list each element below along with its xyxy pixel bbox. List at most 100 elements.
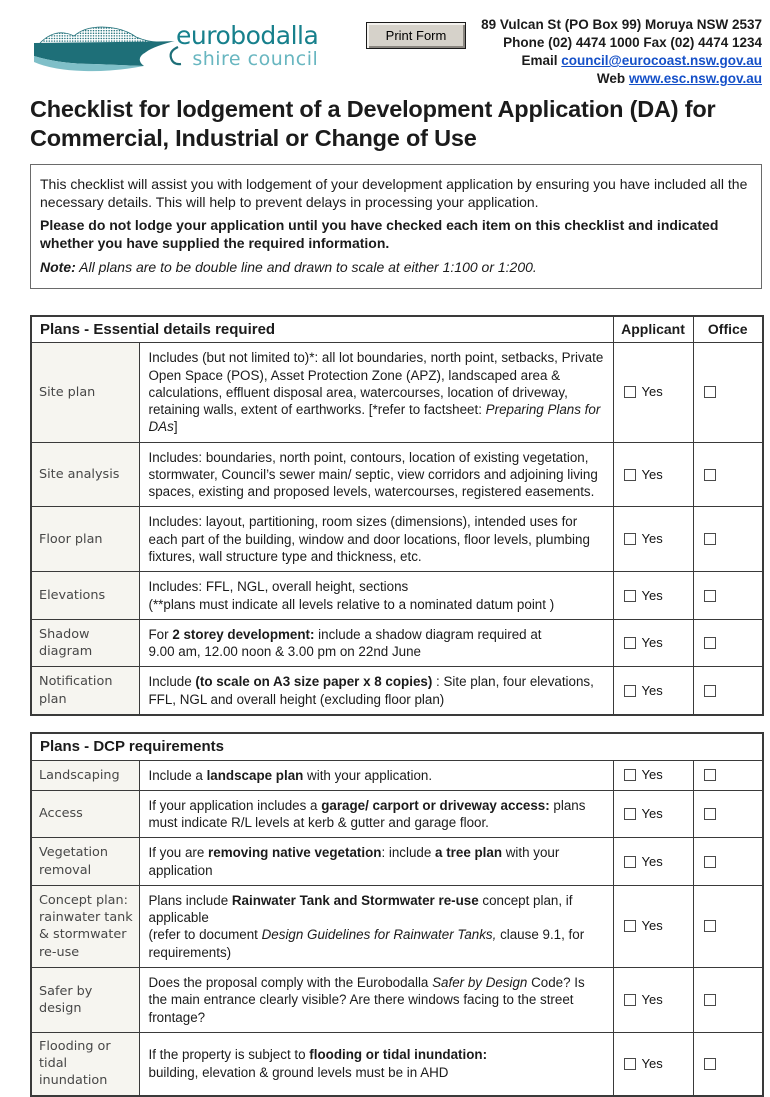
checkbox-label: Yes — [641, 918, 663, 934]
applicant-yes-checkbox[interactable] — [623, 769, 636, 782]
row-description: Does the proposal comply with the Eurobo… — [138, 967, 614, 1033]
logo-line2: shire council — [192, 48, 319, 70]
row-description: Includes: FFL, NGL, overall height, sect… — [138, 571, 614, 620]
office-checkbox[interactable] — [703, 589, 716, 602]
office-checkbox[interactable] — [703, 808, 716, 821]
web-link[interactable]: www.esc.nsw.gov.au — [628, 71, 762, 86]
checkbox-label: Yes — [641, 682, 663, 698]
applicant-cell: Yes — [612, 618, 694, 668]
office-cell — [692, 1031, 764, 1097]
checkbox-label: Yes — [641, 466, 663, 482]
table-row: Flooding or tidal inundation If the prope… — [30, 1031, 764, 1097]
row-description: Include a landscape plan with your appli… — [138, 759, 614, 791]
office-cell — [692, 506, 764, 573]
applicant-cell: Yes — [612, 1031, 694, 1097]
table-row: Access If your application includes a gar… — [30, 789, 764, 839]
table-plans-dcp: Plans - DCP requirements Landscaping Inclu… — [30, 732, 765, 1097]
checkbox-label: Yes — [641, 767, 663, 783]
row-description: Includes: boundaries, north point, conto… — [138, 441, 614, 508]
office-checkbox[interactable] — [703, 637, 716, 650]
office-cell — [692, 967, 764, 1033]
applicant-cell: Yes — [612, 837, 694, 886]
applicant-yes-checkbox[interactable] — [623, 808, 636, 821]
web-line: Web www.esc.nsw.gov.au — [481, 70, 762, 88]
applicant-yes-checkbox[interactable] — [623, 468, 636, 481]
table-row: Site plan Includes (but not limited to)*:… — [30, 342, 764, 443]
row-description: If the property is subject to flooding o… — [138, 1031, 614, 1097]
office-checkbox[interactable] — [703, 468, 716, 481]
row-label: Landscaping — [30, 759, 140, 791]
table-plans-essential: Plans - Essential details required Applic… — [30, 314, 764, 716]
office-cell — [692, 666, 764, 716]
logo-wordmark: eurobodalla shire council — [176, 23, 319, 70]
office-checkbox[interactable] — [703, 386, 716, 399]
checkbox-label: Yes — [641, 806, 663, 822]
table-title: Plans - DCP requirements — [30, 732, 764, 761]
applicant-yes-checkbox[interactable] — [623, 637, 636, 650]
checkbox-label: Yes — [641, 587, 663, 603]
office-checkbox[interactable] — [703, 769, 716, 782]
email-link[interactable]: council@eurocoast.nsw.gov.au — [561, 53, 762, 68]
applicant-yes-checkbox[interactable] — [623, 920, 636, 933]
office-column-header: Office — [692, 315, 764, 344]
row-label: Flooding or tidal inundation — [30, 1031, 140, 1097]
logo-graphic — [34, 26, 182, 72]
table-header-row: Plans - DCP requirements — [30, 732, 764, 761]
print-form-button[interactable]: Print Form — [366, 22, 466, 49]
table-row: Shadow diagram For 2 storey development: … — [30, 618, 764, 668]
row-description: Include (to scale on A3 size paper x 8 c… — [138, 666, 614, 716]
table-row: Concept plan: rainwater tank & stormwate… — [30, 884, 764, 969]
office-checkbox[interactable] — [703, 855, 716, 868]
applicant-yes-checkbox[interactable] — [623, 386, 636, 399]
applicant-cell: Yes — [612, 506, 694, 573]
office-cell — [692, 441, 764, 508]
web-label: Web — [596, 71, 626, 86]
row-label: Shadow diagram — [30, 618, 140, 668]
row-description: If you are removing native vegetation: i… — [138, 837, 614, 886]
row-label: Safer by design — [30, 967, 140, 1033]
office-checkbox[interactable] — [703, 533, 716, 546]
table-row: Site analysis Includes: boundaries, north… — [30, 441, 764, 508]
checkbox-label: Yes — [641, 1055, 663, 1071]
row-label: Access — [30, 789, 140, 839]
applicant-cell: Yes — [612, 571, 694, 620]
row-label: Notification plan — [30, 666, 140, 716]
row-label: Elevations — [30, 571, 140, 620]
applicant-yes-checkbox[interactable] — [623, 993, 636, 1006]
row-description: Includes: layout, partitioning, room siz… — [138, 506, 614, 573]
table-row: Floor plan Includes: layout, partitioning… — [30, 506, 764, 573]
applicant-yes-checkbox[interactable] — [623, 533, 636, 546]
row-description: Includes (but not limited to)*: all lot … — [138, 342, 614, 443]
office-checkbox[interactable] — [703, 920, 716, 933]
office-checkbox[interactable] — [703, 993, 716, 1006]
office-cell — [692, 342, 764, 443]
email-line: Email council@eurocoast.nsw.gov.au — [481, 52, 763, 70]
applicant-cell: Yes — [612, 759, 694, 791]
table-row: Landscaping Include a landscape plan with… — [30, 759, 764, 791]
office-checkbox[interactable] — [703, 1057, 716, 1070]
office-cell — [692, 618, 764, 668]
applicant-cell: Yes — [612, 666, 694, 716]
office-cell — [692, 571, 764, 620]
office-cell — [692, 789, 764, 839]
note-label: Note: — [40, 258, 76, 275]
intro-paragraph-1: This checklist will assist you with lodg… — [40, 175, 748, 210]
office-checkbox[interactable] — [703, 684, 716, 697]
table-row: Notification plan Include (to scale on A3… — [30, 666, 764, 716]
applicant-cell: Yes — [612, 441, 694, 508]
office-cell — [692, 759, 764, 791]
applicant-yes-checkbox[interactable] — [623, 589, 636, 602]
office-cell — [692, 884, 764, 969]
row-label: Site analysis — [30, 441, 140, 508]
checkbox-label: Yes — [641, 531, 663, 547]
checkbox-label: Yes — [641, 635, 663, 651]
applicant-yes-checkbox[interactable] — [623, 855, 636, 868]
contact-block: 89 Vulcan St (PO Box 99) Moruya NSW 2537… — [481, 14, 762, 88]
table-row: Elevations Includes: FFL, NGL, overall he… — [30, 571, 764, 620]
page-header: eurobodalla shire council Print Form 89 … — [30, 14, 762, 88]
note-text: All plans are to be double line and draw… — [75, 258, 537, 275]
applicant-cell: Yes — [612, 967, 694, 1033]
applicant-yes-checkbox[interactable] — [623, 1057, 636, 1070]
applicant-yes-checkbox[interactable] — [623, 684, 636, 697]
row-label: Site plan — [30, 342, 140, 443]
